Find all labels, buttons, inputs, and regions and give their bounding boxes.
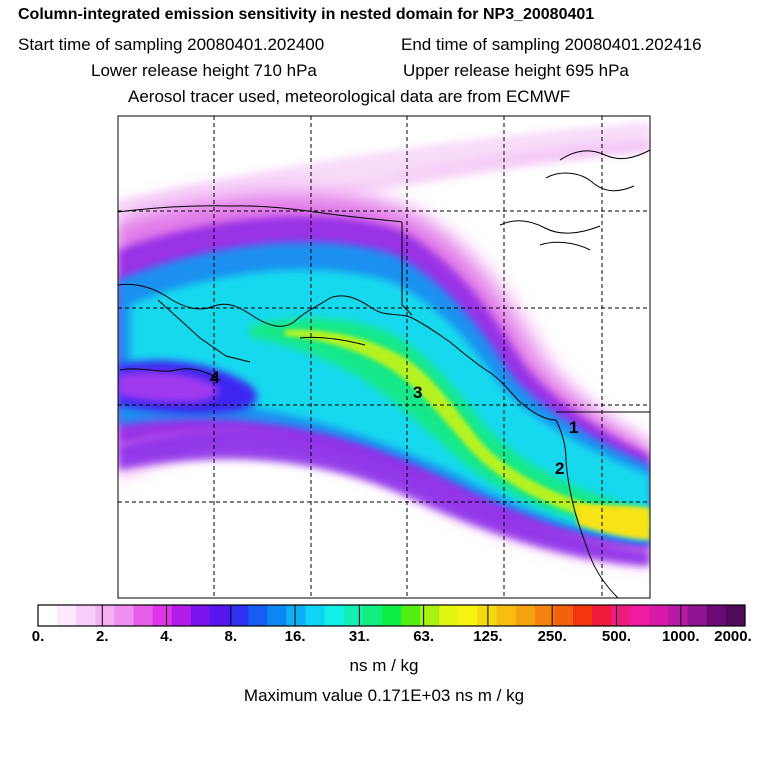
marker-2: 2 <box>555 459 564 478</box>
colorbar-swatch <box>152 605 173 626</box>
colorbar-swatch <box>57 605 77 626</box>
colorbar-swatch <box>401 605 421 626</box>
colorbar-frame <box>37 604 746 627</box>
colorbar-swatch <box>477 605 498 626</box>
colorbar-swatch <box>190 605 211 626</box>
colorbar-swatch <box>114 605 135 626</box>
colorbar-tick-label: 8. <box>224 628 238 645</box>
colorbar-swatch <box>133 605 154 626</box>
colorbar-swatch <box>95 605 115 626</box>
colorbar-tick-label: 0. <box>31 628 45 645</box>
colorbar-swatch <box>458 605 478 626</box>
marker-1: 1 <box>569 418 578 437</box>
colorbar-swatch <box>706 605 727 626</box>
map-grid <box>118 116 650 598</box>
colorbar-tick-label: 16. <box>284 628 306 645</box>
colorbar-swatch <box>76 605 96 626</box>
units-label: ns m / kg <box>349 656 419 675</box>
colorbar-tick-label: 63. <box>413 628 435 645</box>
colorbar-swatch <box>630 605 650 626</box>
colorbar-swatch <box>496 605 517 626</box>
colorbar-swatch <box>725 605 746 626</box>
colorbar-swatch <box>209 605 230 626</box>
colorbar-swatch <box>534 605 555 626</box>
end-time-label: End time of sampling 20080401.202416 <box>401 35 702 54</box>
colorbar-tick-label: 500. <box>601 628 632 645</box>
map-frame <box>117 115 651 599</box>
max-value-label: Maximum value 0.171E+03 ns m / kg <box>243 686 525 705</box>
colorbar-tick-label: 250. <box>537 628 567 645</box>
colorbar-swatch <box>573 605 593 626</box>
colorbar-tick-label: 31. <box>348 628 370 645</box>
marker-4: 4 <box>210 368 220 387</box>
colorbar-swatch <box>229 605 249 626</box>
colorbar-swatch <box>420 605 440 626</box>
colorbar-swatch <box>248 605 268 626</box>
colorbar-swatch <box>267 605 287 626</box>
colorbar-tick-label: 125. <box>473 628 503 645</box>
colorbar-tick-label: 2000. <box>714 628 752 645</box>
colorbar-swatch <box>324 605 345 626</box>
colorbar-swatch <box>515 605 536 626</box>
colorbar-swatch <box>38 605 58 626</box>
plume-field <box>118 122 650 566</box>
marker-3: 3 <box>413 383 422 402</box>
colorbar-swatch <box>439 605 459 626</box>
aerosol-info-label: Aerosol tracer used, meteorological data… <box>128 87 571 106</box>
colorbar-tick-label: 4. <box>160 628 173 645</box>
upper-release-label: Upper release height 695 hPa <box>403 61 629 80</box>
colorbar-swatch <box>305 605 326 626</box>
coastlines <box>118 149 650 598</box>
lower-release-label: Lower release height 710 hPa <box>91 61 317 80</box>
colorbar-swatch <box>687 605 708 626</box>
colorbar-swatch <box>381 605 402 626</box>
colorbar-swatch <box>611 605 631 626</box>
colorbar-swatch <box>592 605 612 626</box>
colorbar-swatch <box>553 605 574 626</box>
colorbar-swatch <box>649 605 670 626</box>
colorbar <box>37 605 746 626</box>
colorbar-swatch <box>286 605 307 626</box>
colorbar-swatch <box>362 605 383 626</box>
plot-title: Column-integrated emission sensitivity i… <box>18 6 595 23</box>
colorbar-swatch <box>668 605 689 626</box>
colorbar-tick-label: 1000. <box>661 628 700 645</box>
start-time-label: Start time of sampling 20080401.202400 <box>18 35 325 54</box>
trajectory-markers: 4 3 1 2 <box>210 368 578 478</box>
colorbar-swatch <box>343 605 364 626</box>
colorbar-tick-label: 2. <box>96 628 109 645</box>
colorbar-swatch <box>171 605 192 626</box>
